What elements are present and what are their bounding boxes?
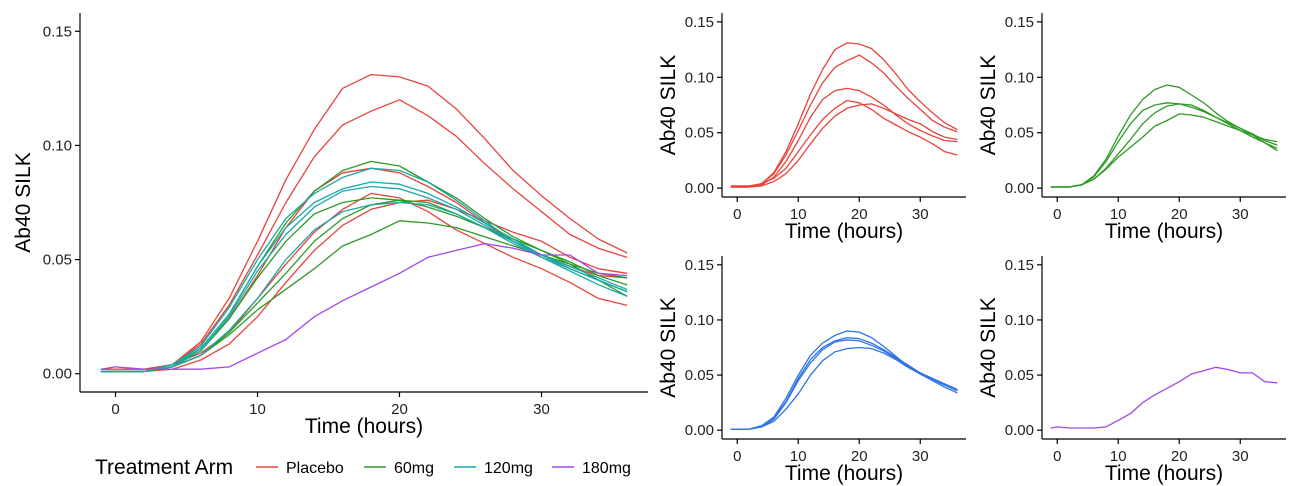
y-tick-label: 0.10 <box>1005 69 1034 86</box>
series-line <box>1050 366 1278 429</box>
series-lines <box>100 73 628 373</box>
main: 0.00 0.05 0.10 0.15 0 10 20 30 Time (hours) Ab40 … <box>12 13 648 438</box>
series-lines <box>1050 84 1278 188</box>
y-tick-label: 0.10 <box>1005 312 1034 329</box>
legend: Treatment Arm Placebo 60mg 120mg 180mg <box>95 456 631 479</box>
series-line <box>730 330 958 430</box>
series-line <box>100 242 628 370</box>
y-tick-label: 0.15 <box>1005 257 1034 274</box>
legend-entries: Placebo 60mg 120mg 180mg <box>256 460 631 477</box>
y-tick-label: 0.05 <box>1005 367 1034 384</box>
x-tick-label: 10 <box>249 401 266 418</box>
x-tick-label: 30 <box>912 206 929 223</box>
series-line <box>100 73 628 373</box>
placebo-panel: 0.00 0.05 0.10 0.15 0 10 20 30 Time (hours) Ab40 … <box>657 13 966 243</box>
y-tick-label: 0.15 <box>685 257 714 274</box>
x-tick-label: 10 <box>1110 206 1127 223</box>
series-lines <box>730 42 958 188</box>
series-line <box>100 192 628 370</box>
y-tick-label: 0.10 <box>685 312 714 329</box>
y-tick-label: 0.15 <box>1005 14 1034 31</box>
y-tick-label: 0.05 <box>685 367 714 384</box>
series-line <box>100 185 628 373</box>
series-line <box>100 199 628 373</box>
series-line <box>100 181 628 373</box>
180mg-panel: 0.00 0.05 0.10 0.15 0 10 20 30 Time (hours) Ab40 … <box>977 256 1286 485</box>
legend-label: 120mg <box>484 460 533 477</box>
x-tick-label: 20 <box>851 206 868 223</box>
series-line <box>730 87 958 188</box>
legend-label: 60mg <box>394 460 434 477</box>
y-tick-label: 0.00 <box>1005 180 1034 197</box>
series-line <box>1050 113 1278 188</box>
x-tick-label: 0 <box>733 448 741 465</box>
series-line <box>100 197 628 373</box>
series-line <box>100 160 628 373</box>
series-line <box>730 103 958 188</box>
x-tick-label: 10 <box>790 448 807 465</box>
series-line <box>730 99 958 187</box>
series-line <box>100 201 628 373</box>
series-line <box>1050 103 1278 188</box>
x-tick-label: 10 <box>790 206 807 223</box>
y-tick-label: 0.00 <box>1005 422 1034 439</box>
x-tick-label: 10 <box>1110 448 1127 465</box>
x-tick-label: 30 <box>912 448 929 465</box>
series-lines <box>1050 366 1278 429</box>
y-tick-label: 0.10 <box>43 137 72 154</box>
x-tick-label: 30 <box>1232 448 1249 465</box>
y-axis-title: Ab40 SILK <box>977 297 1000 397</box>
x-tick-label: 30 <box>1232 206 1249 223</box>
y-tick-label: 0.05 <box>43 252 72 269</box>
legend-label: Placebo <box>286 460 344 477</box>
y-axis-title: Ab40 SILK <box>657 55 680 155</box>
x-tick-label: 0 <box>733 206 741 223</box>
x-tick-label: 20 <box>391 401 408 418</box>
y-tick-label: 0.05 <box>1005 125 1034 142</box>
x-tick-label: 30 <box>533 401 550 418</box>
y-tick-label: 0.05 <box>685 125 714 142</box>
x-tick-label: 20 <box>851 448 868 465</box>
series-line <box>1050 84 1278 188</box>
x-axis-title: Time (hours) <box>305 415 423 438</box>
x-axis-title: Time (hours) <box>785 462 903 485</box>
series-line <box>730 54 958 188</box>
x-tick-label: 0 <box>1053 206 1061 223</box>
panels: 0.00 0.05 0.10 0.15 0 10 20 30 Time (hours) Ab40 … <box>12 13 1286 485</box>
legend-title: Treatment Arm <box>95 456 233 479</box>
series-line <box>730 339 958 430</box>
legend-label: 180mg <box>582 460 631 477</box>
x-axis-title: Time (hours) <box>785 220 903 243</box>
series-line <box>730 42 958 188</box>
120mg-panel: 0.00 0.05 0.10 0.15 0 10 20 30 Time (hours) Ab40 … <box>657 256 966 485</box>
x-tick-label: 0 <box>1053 448 1061 465</box>
y-tick-label: 0.00 <box>685 422 714 439</box>
60mg-panel: 0.00 0.05 0.10 0.15 0 10 20 30 Time (hours) Ab40 … <box>977 13 1286 243</box>
series-line <box>100 220 628 373</box>
y-tick-label: 0.10 <box>685 69 714 86</box>
x-tick-label: 20 <box>1171 206 1188 223</box>
series-line <box>1050 102 1278 188</box>
y-axis-title: Ab40 SILK <box>657 297 680 397</box>
y-tick-label: 0.00 <box>43 366 72 383</box>
series-line <box>730 346 958 430</box>
x-tick-label: 0 <box>111 401 119 418</box>
y-tick-label: 0.15 <box>43 23 72 40</box>
x-axis-title: Time (hours) <box>1105 220 1223 243</box>
y-tick-label: 0.00 <box>685 180 714 197</box>
series-line <box>100 199 628 373</box>
y-axis-title: Ab40 SILK <box>12 152 35 252</box>
series-line <box>730 336 958 430</box>
series-lines <box>730 330 958 430</box>
y-tick-label: 0.15 <box>685 14 714 31</box>
y-axis-title: Ab40 SILK <box>977 55 1000 155</box>
series-line <box>100 99 628 373</box>
x-axis-title: Time (hours) <box>1105 462 1223 485</box>
x-tick-label: 20 <box>1171 448 1188 465</box>
